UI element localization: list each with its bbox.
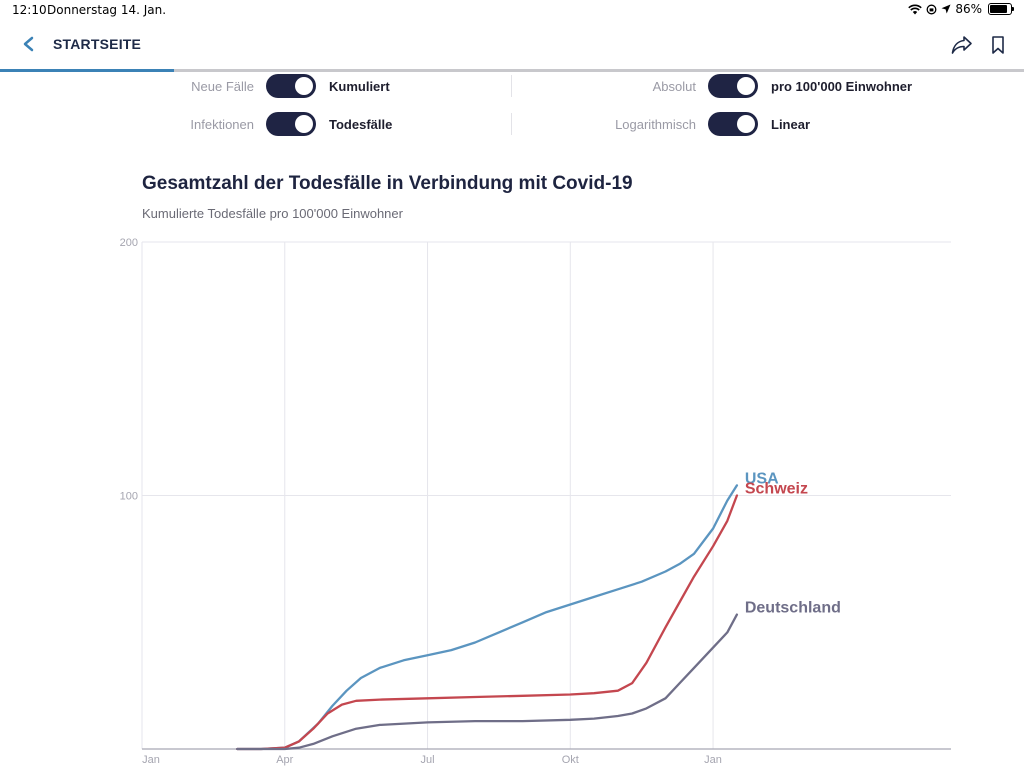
chart-subtitle: Kumulierte Todesfälle pro 100'000 Einwoh… [142, 206, 403, 221]
controls-divider [511, 113, 512, 135]
series-line-deutschland [236, 613, 739, 751]
toggle-option-on[interactable]: pro 100'000 Einwohner [771, 78, 913, 94]
toggle-option-off[interactable]: Absolut [652, 78, 696, 94]
wifi-icon [908, 4, 923, 14]
toggle-linear-row: Logarithmisch Linear [615, 112, 811, 136]
reading-progress-fill [0, 69, 175, 72]
series-label-usa: USA [745, 470, 779, 487]
series-line-schweiz [236, 494, 739, 751]
x-tick-label: Okt [562, 754, 579, 766]
back-button[interactable]: STARTSEITE [20, 30, 141, 58]
x-tick-label: Jan [142, 754, 160, 766]
series-label-deutschland: Deutschland [745, 600, 841, 617]
reading-progress [0, 69, 1024, 72]
y-tick-label: 200 [120, 237, 138, 249]
nav-actions [950, 34, 1006, 60]
toggle-option-off[interactable]: Logarithmisch [615, 116, 696, 132]
x-tick-label: Jul [420, 754, 434, 766]
share-icon [951, 36, 972, 54]
status-bar: 12:10 Donnerstag 14. Jan. 86% [0, 0, 1024, 20]
toggle-deaths-row: Infektionen Todesfälle [190, 112, 393, 136]
battery-icon [988, 3, 1014, 15]
status-time: 12:10 [12, 3, 47, 17]
toggle-option-on[interactable]: Todesfälle [329, 116, 393, 132]
toggle-cumulative-switch[interactable] [266, 74, 316, 98]
toggle-option-on[interactable]: Linear [771, 116, 811, 132]
bookmark-icon [992, 36, 1004, 54]
toggle-per-capita-row: Absolut pro 100'000 Einwohner [653, 74, 913, 98]
x-tick-label: Jan [704, 754, 722, 766]
x-tick-label: Apr [276, 754, 293, 766]
chart-title: Gesamtzahl der Todesfälle in Verbindung … [142, 173, 633, 194]
back-label: STARTSEITE [53, 36, 142, 52]
toggle-option-off[interactable]: Infektionen [190, 116, 254, 132]
location-icon [941, 4, 951, 14]
toggle-per-capita-switch[interactable] [708, 74, 758, 98]
series-label-schweiz: Schweiz [745, 481, 808, 498]
toggle-linear-switch[interactable] [708, 112, 758, 136]
toggle-option-off[interactable]: Neue Fälle [191, 78, 254, 94]
rotation-lock-icon [926, 4, 937, 14]
controls-divider [511, 75, 512, 97]
y-tick-label: 100 [120, 491, 138, 503]
navigation-bar: STARTSEITE [0, 20, 1024, 70]
chart-controls: Neue Fälle Kumuliert Infektionen Todesfä… [0, 72, 1024, 152]
battery-percent: 86% [955, 2, 982, 16]
toggle-deaths-switch[interactable] [266, 112, 316, 136]
toggle-cumulative-row: Neue Fälle Kumuliert [191, 74, 390, 98]
status-date: Donnerstag 14. Jan. [47, 3, 167, 17]
bookmark-button[interactable] [990, 34, 1006, 60]
series-line-usa [236, 484, 739, 751]
share-button[interactable] [950, 34, 974, 60]
back-chevron-icon [23, 36, 34, 52]
toggle-option-on[interactable]: Kumuliert [329, 78, 390, 94]
status-indicators: 86% [908, 2, 1014, 16]
